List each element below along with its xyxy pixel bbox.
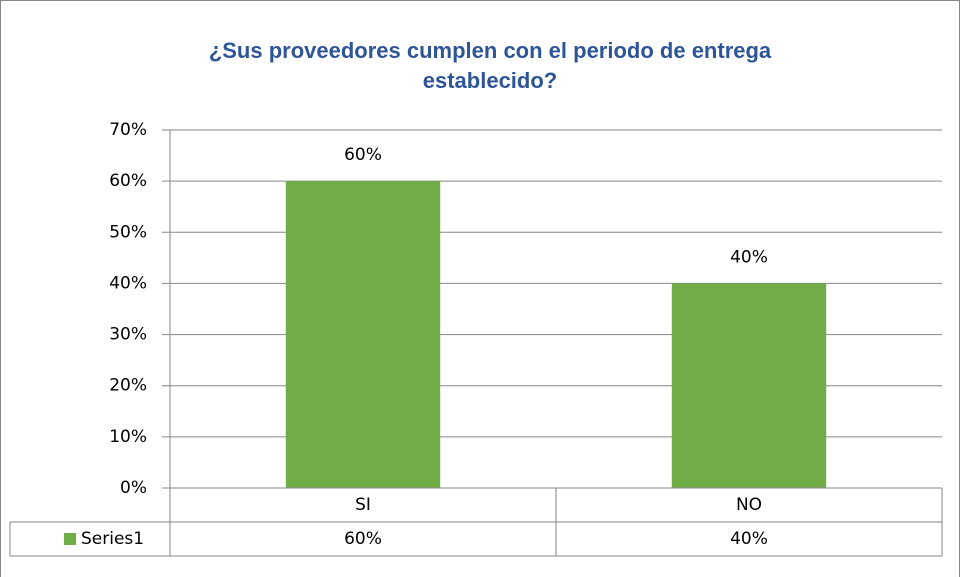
chart-title: ¿Sus proveedores cumplen con el periodo …	[209, 38, 772, 93]
y-tick-label: 40%	[109, 273, 147, 293]
y-tick-label: 20%	[109, 376, 147, 396]
legend-label: Series1	[81, 529, 144, 549]
table-value: 40%	[730, 529, 768, 549]
x-tick-label: NO	[736, 495, 762, 515]
y-tick-label: 50%	[109, 222, 147, 242]
y-tick-label: 70%	[109, 120, 147, 140]
legend-key	[64, 533, 76, 545]
y-tick-label: 10%	[109, 427, 147, 447]
bar	[285, 181, 441, 488]
x-tick-label: SI	[355, 495, 371, 515]
y-tick-label: 30%	[109, 325, 147, 345]
table-value: 60%	[344, 529, 382, 549]
y-tick-label: 60%	[109, 171, 147, 191]
data-label: 60%	[344, 145, 382, 165]
data-label: 40%	[730, 247, 768, 267]
y-tick-label: 0%	[120, 478, 147, 498]
bar	[671, 283, 827, 488]
